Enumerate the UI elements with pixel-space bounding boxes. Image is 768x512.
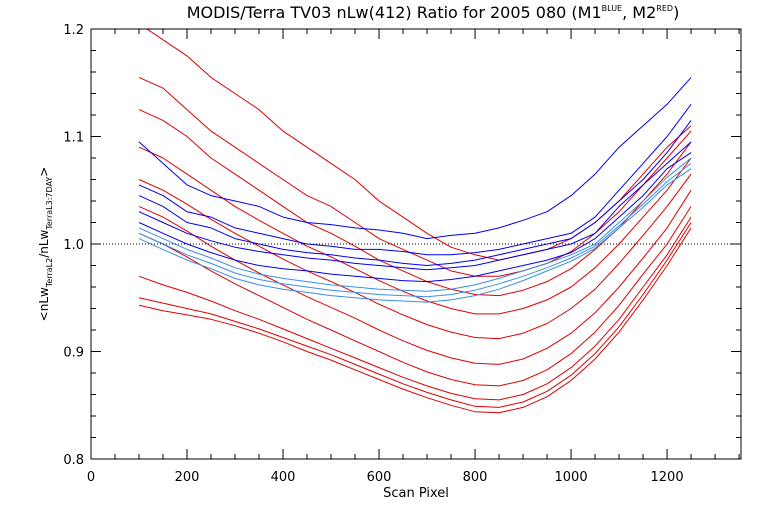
y-tick-labels: 0.8 0.9 1.0 1.1 1.2	[63, 23, 84, 468]
series-line-18	[138, 227, 692, 414]
x-tick-label: 800	[463, 470, 488, 485]
series-line-11	[138, 109, 692, 297]
y-axis-label: <nLwTerraL2/nLwTerraL3:7DAY>	[37, 167, 54, 322]
series-line-3	[138, 120, 692, 266]
chart-title-mid: , M2	[622, 3, 656, 22]
x-tick-label: 1000	[555, 470, 588, 485]
series-line-5	[138, 152, 692, 283]
y-label-part-1: <nLw	[37, 287, 51, 321]
plot-series	[138, 29, 692, 414]
y-tick-label: 1.1	[63, 131, 84, 146]
series-line-8	[138, 168, 692, 303]
axis-ticks	[90, 28, 741, 460]
series-line-15	[138, 206, 692, 387]
series-line-14	[138, 189, 692, 365]
y-label-part-5: >	[37, 167, 51, 177]
x-tick-label: 400	[271, 470, 296, 485]
y-tick-label: 1.2	[63, 23, 84, 38]
y-label-part-2: TerraL2	[45, 258, 54, 288]
x-tick-labels: 0 200 400 600 800 1000 1200	[87, 470, 684, 485]
chart-title-end: )	[673, 3, 679, 22]
series-line-2	[138, 104, 692, 256]
y-tick-label: 0.8	[63, 453, 84, 468]
x-tick-label: 1200	[651, 470, 684, 485]
y-tick-label: 1.0	[63, 238, 84, 253]
series-line-12	[138, 146, 692, 315]
series-line-13	[138, 173, 692, 340]
x-tick-label: 200	[175, 470, 200, 485]
series-line-9	[146, 29, 692, 261]
chart-title: MODIS/Terra TV03 nLw(412) Ratio for 2005…	[187, 3, 680, 22]
y-label-part-4: TerraL3:7DAY	[45, 177, 54, 231]
series-line-10	[138, 76, 692, 277]
series-line-4	[138, 141, 692, 271]
chart-title-sup-blue: BLUE	[602, 4, 622, 13]
y-label-part-3: /nLw	[37, 229, 51, 257]
x-axis-label: Scan Pixel	[383, 486, 449, 501]
series-line-1	[138, 77, 692, 240]
series-line-6	[138, 157, 692, 292]
series-line-7	[138, 163, 692, 298]
x-tick-label: 600	[367, 470, 392, 485]
chart-title-sup-red: RED	[656, 4, 673, 13]
series-line-17	[138, 222, 692, 408]
x-tick-label: 0	[87, 470, 95, 485]
series-line-16	[138, 216, 692, 401]
y-tick-label: 0.9	[63, 346, 84, 361]
chart-title-main: MODIS/Terra TV03 nLw(412) Ratio for 2005…	[187, 3, 602, 22]
